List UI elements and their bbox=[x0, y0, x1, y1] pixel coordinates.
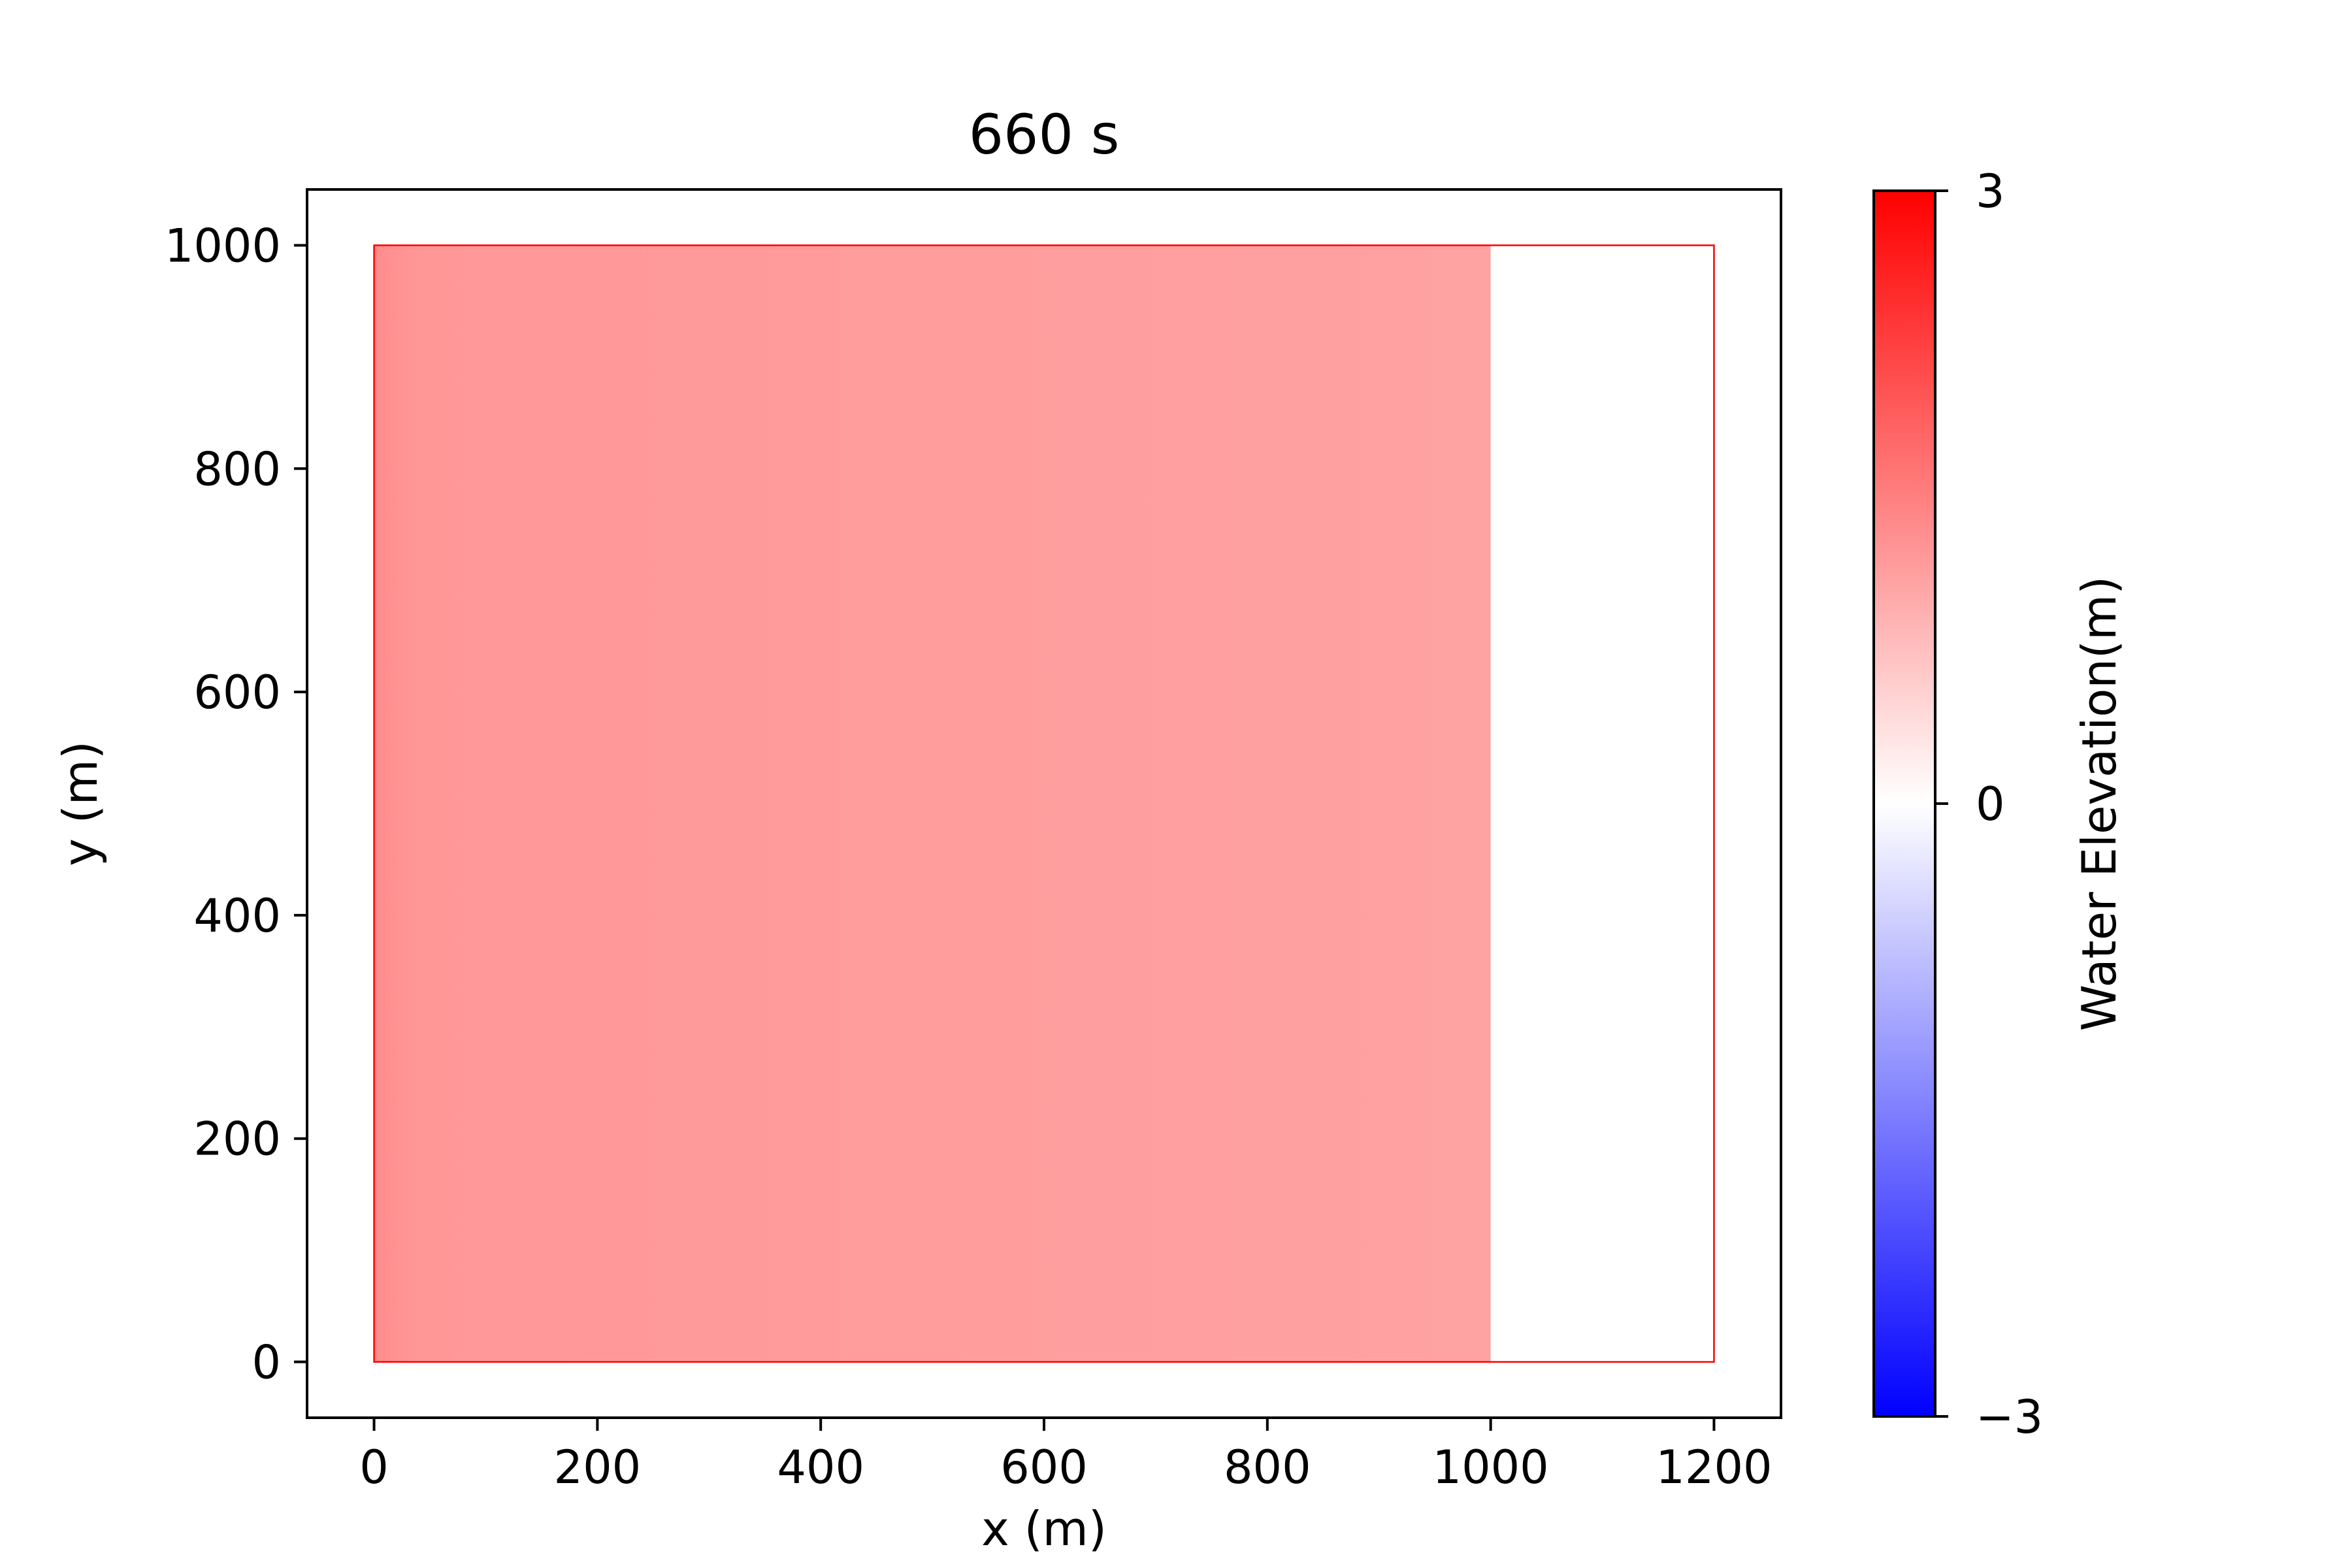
x-tick-label: 0 bbox=[359, 1441, 389, 1494]
x-tick-label: 400 bbox=[777, 1441, 864, 1494]
x-tick-label: 800 bbox=[1224, 1441, 1311, 1494]
x-tick-label: 1000 bbox=[1433, 1441, 1549, 1494]
x-tick-label: 1200 bbox=[1656, 1441, 1772, 1494]
y-axis-label: y (m) bbox=[53, 741, 108, 866]
y-tick-label: 200 bbox=[193, 1113, 281, 1166]
y-tick-label: 800 bbox=[193, 442, 281, 496]
dry-region bbox=[1490, 245, 1714, 1362]
x-tick-label: 600 bbox=[1000, 1441, 1088, 1494]
x-axis: 0 200 400 600 800 1000 1200 bbox=[359, 1418, 1772, 1494]
y-axis: 0 200 400 600 800 1000 bbox=[165, 219, 307, 1390]
colorbar-label: Water Elevation(m) bbox=[2072, 576, 2127, 1031]
y-tick-label: 600 bbox=[193, 666, 281, 719]
y-tick-label: 1000 bbox=[165, 219, 281, 272]
colorbar: 3 0 −3 Water Elevation(m) bbox=[1872, 165, 2127, 1444]
y-tick-label: 0 bbox=[252, 1336, 281, 1390]
colorbar-tick-label: −3 bbox=[1976, 1390, 2043, 1444]
inundated-region bbox=[374, 245, 1491, 1362]
x-tick-label: 200 bbox=[554, 1441, 642, 1494]
colorbar-ticks: 3 0 −3 bbox=[1935, 165, 2043, 1444]
colorbar-tick-label: 3 bbox=[1976, 165, 2005, 218]
domain-boundary bbox=[373, 244, 1715, 1363]
plot-area bbox=[373, 244, 1715, 1363]
chart-title: 660 s bbox=[969, 103, 1120, 167]
colorbar-tick-label: 0 bbox=[1976, 777, 2005, 831]
y-tick-label: 400 bbox=[193, 889, 281, 943]
colorbar-gradient bbox=[1872, 189, 1936, 1418]
x-axis-label: x (m) bbox=[981, 1501, 1107, 1556]
